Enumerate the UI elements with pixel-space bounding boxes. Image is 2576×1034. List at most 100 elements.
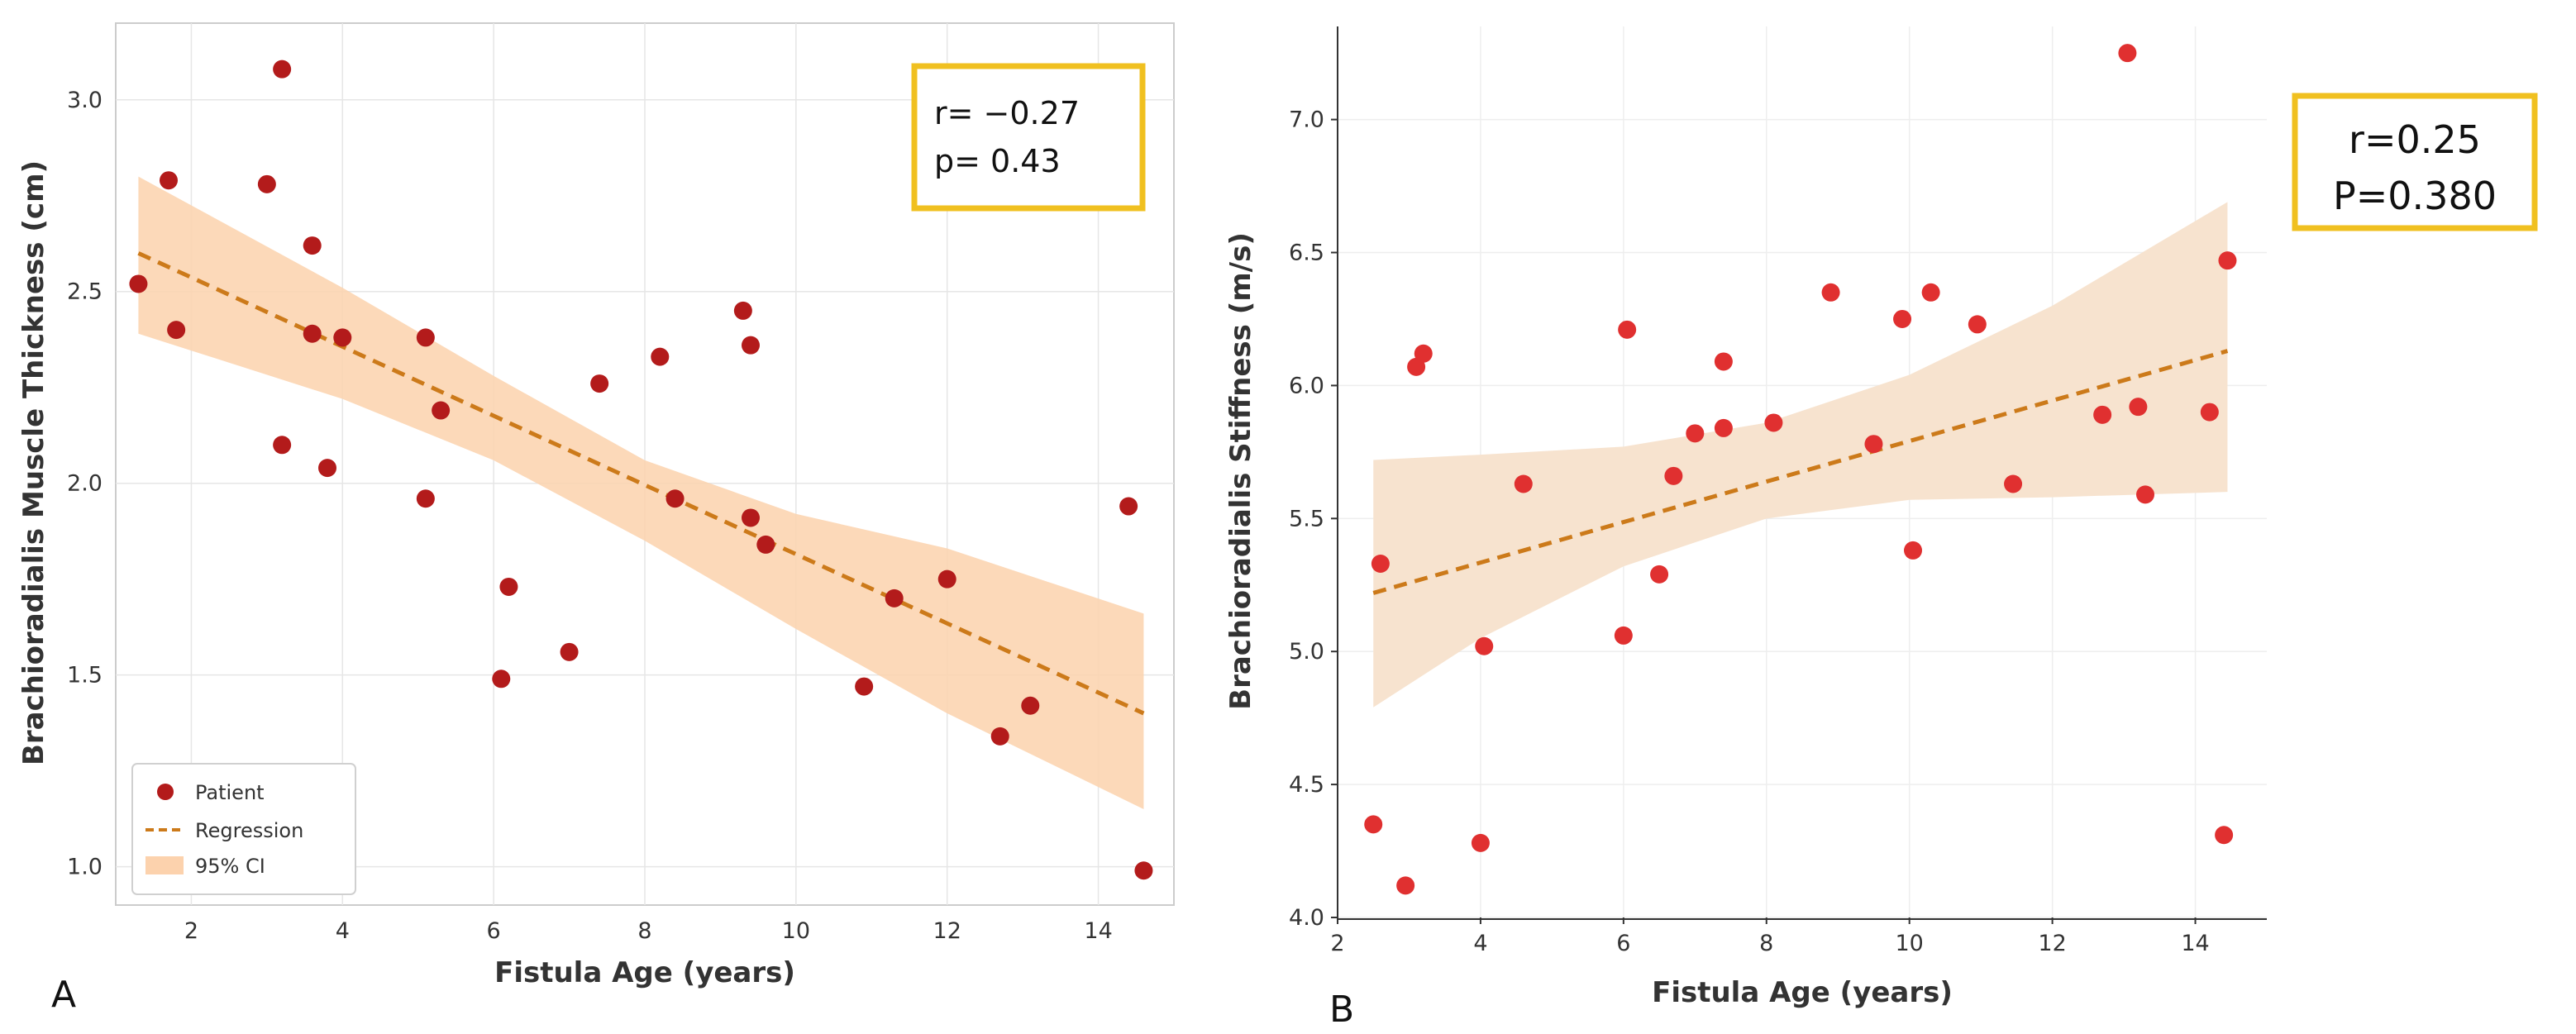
chart-a-point-28 [1119,497,1138,516]
chart-a-point-0 [129,274,148,293]
chart-a-stats-box: r= −0.27 p= 0.43 [911,63,1146,212]
chart-a-point-10 [416,328,435,347]
chart-b-x-axis-label: Fistula Age (years) [1652,976,1953,1009]
chart-a-point-23 [855,677,874,696]
chart-a-y-tick-label-3: 2.5 [67,279,103,305]
chart-a-point-11 [416,489,435,508]
chart-a-y-axis-label: Brachioradialis Muscle Thickness (cm) [17,160,50,765]
chart-a-point-27 [1021,696,1040,715]
chart-a-x-tick-label-4: 10 [782,918,810,944]
chart-b-y-axis-label: Brachioradialis Stiffness (m/s) [1224,232,1257,710]
chart-b-point-23 [2093,405,2112,424]
chart-b-stat-r: r=0.25 [2349,117,2481,162]
chart-b-x-tick-label-0: 2 [1330,931,1344,956]
chart-b-y-ticks: 4.0 4.5 5.0 5.5 6.0 6.5 7.0 [1289,107,1338,931]
chart-a-point-29 [1134,861,1153,880]
chart-b-point-19 [1904,541,1923,560]
chart-a-point-22 [756,535,775,554]
chart-b-point-26 [2136,485,2155,504]
chart-b-point-2 [1396,876,1415,895]
chart-b-point-12 [1686,424,1705,443]
chart-b-x-tick-label-4: 10 [1896,931,1924,956]
chart-a-point-1 [160,171,178,190]
chart-b-point-9 [1618,320,1637,339]
chart-b-point-18 [1893,309,1912,328]
chart-b-x-tick-label-1: 4 [1473,931,1487,956]
chart-a-point-4 [273,60,292,79]
chart-a-y-tick-label-1: 1.5 [67,663,103,689]
chart-b-x-tick-label-3: 8 [1759,931,1773,956]
panel-label-b: B [1329,989,1354,1031]
chart-b: 2 4 6 8 10 12 14 4.0 4.5 5.0 5.5 6.0 6.5 7.0 Fistula… [1224,26,2538,1031]
chart-b-point-0 [1364,815,1383,834]
chart-a-point-16 [590,374,609,393]
chart-b-point-20 [1921,283,1940,302]
chart-b-stat-p: P=0.380 [2333,174,2497,218]
chart-a-x-axis-label: Fistula Age (years) [494,956,795,989]
chart-b-point-5 [1471,833,1490,852]
chart-a-y-ticks: 1.0 1.5 2.0 2.5 3.0 [67,88,103,880]
chart-a-point-3 [257,174,276,193]
chart-a-legend-label-line: Regression [195,819,303,842]
chart-b-points [1364,44,2237,895]
chart-b-stats-border [2292,93,2538,231]
chart-a-point-24 [885,588,904,608]
chart-a-point-5 [273,436,292,455]
chart-b-regression-line [1372,349,2229,595]
chart-b-point-6 [1475,636,1494,655]
chart-b-point-10 [1650,565,1669,584]
chart-b-point-7 [1514,474,1533,493]
chart-b-point-16 [1821,283,1840,302]
chart-b-x-tick-label-6: 14 [2181,931,2209,956]
chart-a-point-21 [742,508,760,527]
chart-b-point-14 [1714,418,1733,437]
chart-b-ci-band [1373,202,2228,708]
chart-b-point-13 [1714,352,1733,371]
chart-b-y-tick-label-2: 5.0 [1289,639,1324,665]
chart-b-y-tick-label-6: 7.0 [1289,107,1324,133]
chart-a-legend-box [131,763,356,895]
chart-a-y-tick-label-4: 3.0 [67,88,103,113]
chart-b-y-tick-label-0: 4.0 [1289,905,1324,931]
chart-a-point-7 [303,324,322,343]
chart-a-legend-label-band: 95% CI [195,855,265,878]
chart-a-x-tick-label-3: 8 [637,918,651,944]
chart-b-point-3 [1407,357,1426,376]
chart-b-y-tick-label-1: 4.5 [1289,772,1324,798]
chart-a-point-14 [499,577,518,596]
chart-a-ci-band [138,176,1144,810]
chart-b-y-tick-label-5: 6.5 [1289,241,1324,266]
chart-a-point-25 [937,569,956,588]
chart-a-point-17 [651,347,670,366]
chart-b-point-22 [2004,474,2023,493]
chart-b-point-4 [1414,344,1433,363]
chart-b-point-24 [2118,44,2137,63]
chart-b-point-21 [1968,315,1987,334]
chart-b-point-17 [1864,435,1883,454]
chart-a-point-6 [303,236,322,255]
chart-a-x-tick-label-0: 2 [184,918,198,944]
chart-b-point-27 [2200,403,2219,422]
chart-a-point-18 [665,489,685,508]
chart-a-x-tick-label-1: 4 [336,918,350,944]
chart-a-x-tick-label-6: 14 [1084,918,1112,944]
chart-a-x-tick-label-5: 12 [933,918,961,944]
chart-a-points [129,60,1153,880]
chart-a-point-9 [333,328,352,347]
chart-b-y-tick-label-4: 6.0 [1289,373,1324,398]
chart-b-point-1 [1371,555,1390,574]
chart-a: 2 4 6 8 10 12 14 1.0 1.5 2.0 2.5 3.0 Fistula Age (… [17,22,1175,1016]
chart-a-point-26 [990,727,1009,746]
chart-a-y-tick-label-2: 2.0 [67,471,103,497]
chart-a-legend-label-points: Patient [195,781,265,804]
chart-b-stats-box: r=0.25 P=0.380 [2292,93,2538,231]
chart-a-point-20 [742,336,760,355]
chart-a-point-12 [432,401,451,420]
chart-b-point-25 [2129,398,2148,417]
chart-b-x-ticks: 2 4 6 8 10 12 14 [1330,917,2210,956]
chart-a-y-tick-label-0: 1.0 [67,855,103,880]
chart-b-x-tick-label-2: 6 [1616,931,1630,956]
chart-b-y-tick-label-3: 5.5 [1289,506,1324,531]
chart-a-stat-r: r= −0.27 [934,95,1080,131]
